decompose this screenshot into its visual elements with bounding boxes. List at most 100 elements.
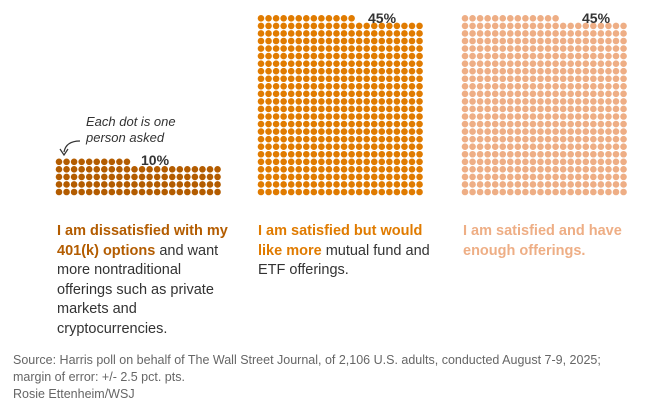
dot	[386, 98, 393, 105]
dot	[416, 37, 423, 45]
dot	[552, 37, 559, 45]
dot	[318, 37, 325, 45]
dot	[348, 120, 355, 128]
dot	[363, 150, 371, 158]
dot	[491, 158, 499, 166]
dot	[355, 181, 363, 188]
dot	[597, 158, 605, 166]
dot	[484, 173, 491, 181]
dot	[355, 98, 363, 105]
dot	[340, 52, 348, 60]
dot	[138, 173, 146, 181]
dot	[280, 166, 287, 173]
dot	[303, 135, 310, 143]
dot	[484, 128, 491, 135]
dot	[280, 105, 287, 113]
dot	[355, 135, 363, 143]
dot	[153, 166, 161, 173]
dot	[507, 173, 514, 181]
dot	[363, 143, 371, 150]
dot	[612, 128, 620, 135]
dot	[393, 166, 401, 173]
dot	[401, 98, 408, 105]
dot	[514, 37, 522, 45]
dot	[507, 45, 514, 52]
dot	[272, 98, 280, 105]
dot	[491, 37, 499, 45]
dot	[370, 166, 378, 173]
dot	[461, 15, 469, 22]
dot	[537, 83, 544, 90]
dot	[612, 90, 620, 98]
dot	[499, 188, 507, 196]
dot	[408, 188, 416, 196]
dot	[476, 83, 484, 90]
dot	[522, 30, 529, 37]
dot	[484, 158, 491, 166]
dot	[370, 45, 378, 52]
dot	[272, 150, 280, 158]
dot	[401, 181, 408, 188]
dot	[484, 98, 491, 105]
dot	[378, 37, 386, 45]
dot	[574, 90, 582, 98]
dot	[507, 158, 514, 166]
dot	[620, 181, 627, 188]
dot	[620, 166, 627, 173]
dot	[101, 158, 108, 166]
dot	[325, 60, 333, 67]
dot	[559, 52, 567, 60]
dot	[355, 52, 363, 60]
dot	[552, 113, 559, 120]
dot	[78, 166, 85, 173]
dot	[514, 173, 522, 181]
dot	[55, 158, 63, 166]
dot	[507, 150, 514, 158]
dot	[340, 105, 348, 113]
dot	[597, 135, 605, 143]
dot	[499, 120, 507, 128]
dot	[605, 113, 612, 120]
dot	[265, 128, 272, 135]
dot	[522, 120, 529, 128]
dot	[303, 75, 310, 83]
dot	[340, 181, 348, 188]
dot	[491, 120, 499, 128]
dot	[529, 83, 537, 90]
dot	[522, 105, 529, 113]
dot	[131, 166, 138, 173]
dot	[401, 188, 408, 196]
dot	[416, 158, 423, 166]
dot	[340, 113, 348, 120]
dot	[325, 135, 333, 143]
dot	[574, 173, 582, 181]
dot	[363, 52, 371, 60]
dot	[257, 150, 265, 158]
dot	[461, 67, 469, 75]
dot	[310, 37, 318, 45]
dot	[370, 158, 378, 166]
dot	[469, 90, 476, 98]
dot	[378, 83, 386, 90]
dot	[567, 158, 574, 166]
dot	[401, 158, 408, 166]
dot	[469, 128, 476, 135]
dot	[416, 166, 423, 173]
dot	[401, 143, 408, 150]
dot	[265, 75, 272, 83]
dot	[574, 188, 582, 196]
dot	[93, 181, 101, 188]
dot	[476, 128, 484, 135]
dot	[363, 188, 371, 196]
dot	[507, 143, 514, 150]
dot	[348, 98, 355, 105]
dot	[265, 67, 272, 75]
dot	[280, 75, 287, 83]
dot	[333, 166, 340, 173]
dot	[484, 143, 491, 150]
dot	[108, 188, 116, 196]
dot	[70, 173, 78, 181]
dot	[378, 120, 386, 128]
dot	[386, 113, 393, 120]
dot	[574, 135, 582, 143]
